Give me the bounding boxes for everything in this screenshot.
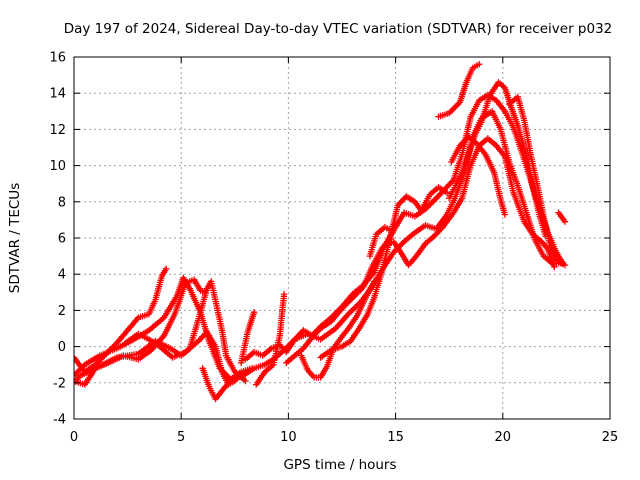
chart-title: Day 197 of 2024, Sidereal Day-to-day VTE… xyxy=(64,21,613,37)
y-tick-label: 16 xyxy=(49,51,66,66)
x-tick-label: 25 xyxy=(602,430,619,445)
series-markers xyxy=(298,278,378,381)
y-tick-label: 2 xyxy=(58,304,66,319)
y-tick-label: -2 xyxy=(53,376,66,391)
series-track-11 xyxy=(298,278,378,381)
y-tick-label: 12 xyxy=(49,123,66,138)
series-markers xyxy=(238,309,258,367)
series-track-18 xyxy=(555,209,569,225)
x-tick-label: 10 xyxy=(280,430,297,445)
x-axis-label: GPS time / hours xyxy=(283,457,396,473)
series-markers xyxy=(555,209,569,225)
series-track-15 xyxy=(435,61,483,120)
axis-ticks: 0 5 10 15 20 25 -4 -2 0 2 4 6 8 10 12 14 16 xyxy=(49,51,618,446)
series-track-9 xyxy=(253,290,288,388)
series-track-10 xyxy=(238,309,258,367)
x-tick-label: 5 xyxy=(177,430,185,445)
series-track-8 xyxy=(283,135,558,367)
series-markers xyxy=(448,133,509,218)
y-tick-label: 8 xyxy=(58,195,66,210)
y-tick-label: -4 xyxy=(53,413,66,428)
grid xyxy=(74,57,610,419)
y-axis-label: SDTVAR / TECUs xyxy=(7,183,23,293)
series-track-12 xyxy=(317,184,451,361)
x-tick-label: 15 xyxy=(387,430,404,445)
series-markers xyxy=(435,61,483,120)
series-markers xyxy=(317,184,451,361)
y-tick-label: 4 xyxy=(58,268,66,283)
series-markers xyxy=(283,135,558,367)
x-tick-label: 20 xyxy=(495,430,512,445)
series-markers xyxy=(253,290,288,388)
series-markers xyxy=(366,223,395,260)
series-track-17 xyxy=(506,93,569,269)
x-tick-label: 0 xyxy=(70,430,78,445)
series-track-16 xyxy=(448,133,509,218)
series-markers xyxy=(506,93,569,269)
plot-area xyxy=(74,61,569,403)
y-tick-label: 6 xyxy=(58,232,66,247)
y-tick-label: 10 xyxy=(49,159,66,174)
y-tick-label: 0 xyxy=(58,340,66,355)
y-tick-label: 14 xyxy=(49,87,66,102)
series-track-13 xyxy=(366,223,395,260)
